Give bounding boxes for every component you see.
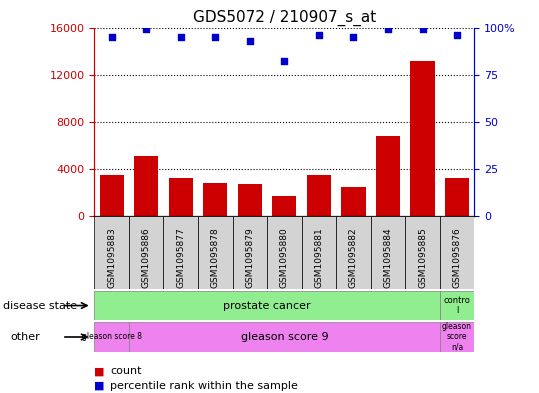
Text: GSM1095877: GSM1095877 xyxy=(176,227,185,288)
Text: GSM1095880: GSM1095880 xyxy=(280,227,289,288)
Bar xyxy=(341,187,365,216)
Point xyxy=(107,34,116,40)
Bar xyxy=(129,322,440,352)
Point xyxy=(315,32,323,38)
Text: GSM1095881: GSM1095881 xyxy=(314,227,323,288)
Text: GSM1095884: GSM1095884 xyxy=(383,227,392,288)
Bar xyxy=(440,322,474,352)
Bar xyxy=(134,156,158,216)
Text: GSM1095876: GSM1095876 xyxy=(453,227,461,288)
Bar xyxy=(129,216,163,289)
Point xyxy=(280,58,289,64)
Bar xyxy=(410,61,434,216)
Point xyxy=(176,34,185,40)
Bar xyxy=(203,183,227,216)
Bar xyxy=(371,216,405,289)
Text: contro
l: contro l xyxy=(444,296,471,315)
Text: disease state: disease state xyxy=(3,301,77,310)
Point xyxy=(384,26,392,33)
Bar xyxy=(445,178,469,216)
Bar xyxy=(94,322,129,352)
Point xyxy=(349,34,358,40)
Text: count: count xyxy=(110,366,142,376)
Bar xyxy=(336,216,371,289)
Point xyxy=(418,26,427,33)
Bar xyxy=(238,184,262,216)
Text: ■: ■ xyxy=(94,381,105,391)
Text: GSM1095886: GSM1095886 xyxy=(142,227,150,288)
Bar xyxy=(267,216,302,289)
Text: prostate cancer: prostate cancer xyxy=(223,301,311,310)
Title: GDS5072 / 210907_s_at: GDS5072 / 210907_s_at xyxy=(193,10,376,26)
Bar xyxy=(272,196,296,216)
Text: ■: ■ xyxy=(94,366,105,376)
Bar xyxy=(198,216,232,289)
Point xyxy=(453,32,461,38)
Bar xyxy=(440,291,474,320)
Text: gleason score 8: gleason score 8 xyxy=(81,332,142,342)
Bar xyxy=(94,216,129,289)
Text: GSM1095878: GSM1095878 xyxy=(211,227,220,288)
Text: gleason score 9: gleason score 9 xyxy=(240,332,328,342)
Bar xyxy=(169,178,193,216)
Text: GSM1095879: GSM1095879 xyxy=(245,227,254,288)
Point xyxy=(142,26,150,33)
Text: other: other xyxy=(11,332,40,342)
Text: GSM1095885: GSM1095885 xyxy=(418,227,427,288)
Bar xyxy=(405,216,440,289)
Text: GSM1095883: GSM1095883 xyxy=(107,227,116,288)
Bar xyxy=(376,136,400,216)
Bar xyxy=(232,216,267,289)
Text: gleason
score
n/a: gleason score n/a xyxy=(442,322,472,352)
Bar xyxy=(302,216,336,289)
Point xyxy=(245,38,254,44)
Bar xyxy=(100,175,123,216)
Point xyxy=(211,34,219,40)
Text: percentile rank within the sample: percentile rank within the sample xyxy=(110,381,299,391)
Bar xyxy=(440,216,474,289)
Bar xyxy=(307,175,331,216)
Bar xyxy=(163,216,198,289)
Text: GSM1095882: GSM1095882 xyxy=(349,227,358,288)
